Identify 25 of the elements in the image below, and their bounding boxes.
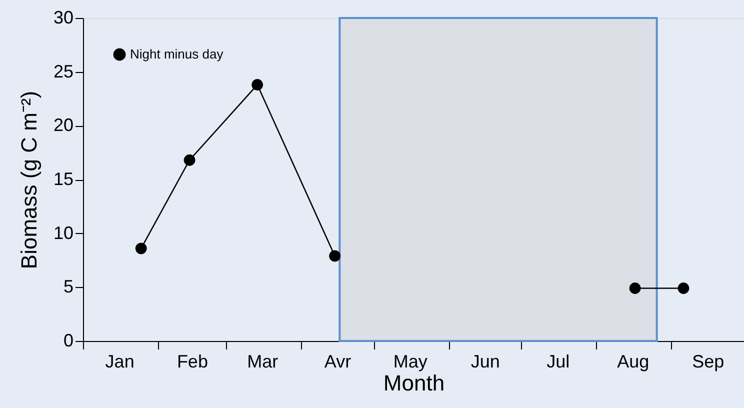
x-tick-label: Jul (546, 352, 570, 372)
point (135, 242, 147, 254)
y-tick-label: 25 (53, 61, 74, 82)
y-tick-label: 30 (53, 8, 74, 28)
y-tick-label: 10 (53, 222, 74, 243)
legend-label: Night minus day (130, 46, 224, 62)
x-tick-label: Sep (692, 352, 724, 372)
y-tick-label: 0 (63, 330, 74, 350)
x-tick-label: Avr (324, 352, 352, 372)
point (329, 250, 341, 262)
x-tick-label: Feb (176, 352, 208, 372)
point (629, 282, 641, 294)
point (252, 79, 264, 90)
x-tick-label: Jan (105, 352, 134, 372)
y-tick-label: 20 (53, 115, 74, 136)
point (184, 154, 196, 166)
y-tick-label: 5 (63, 276, 74, 297)
x-axis-title: Month (383, 370, 445, 396)
x-tick-label: Aug (617, 352, 650, 372)
x-tick-label: Mar (247, 352, 278, 372)
x-tick-label: May (393, 352, 428, 372)
y-tick-label: 15 (53, 169, 74, 189)
y-axis-title: Biomass (g C m⁻²) (16, 90, 42, 270)
point (678, 282, 690, 294)
x-tick-label: Jun (470, 352, 500, 372)
